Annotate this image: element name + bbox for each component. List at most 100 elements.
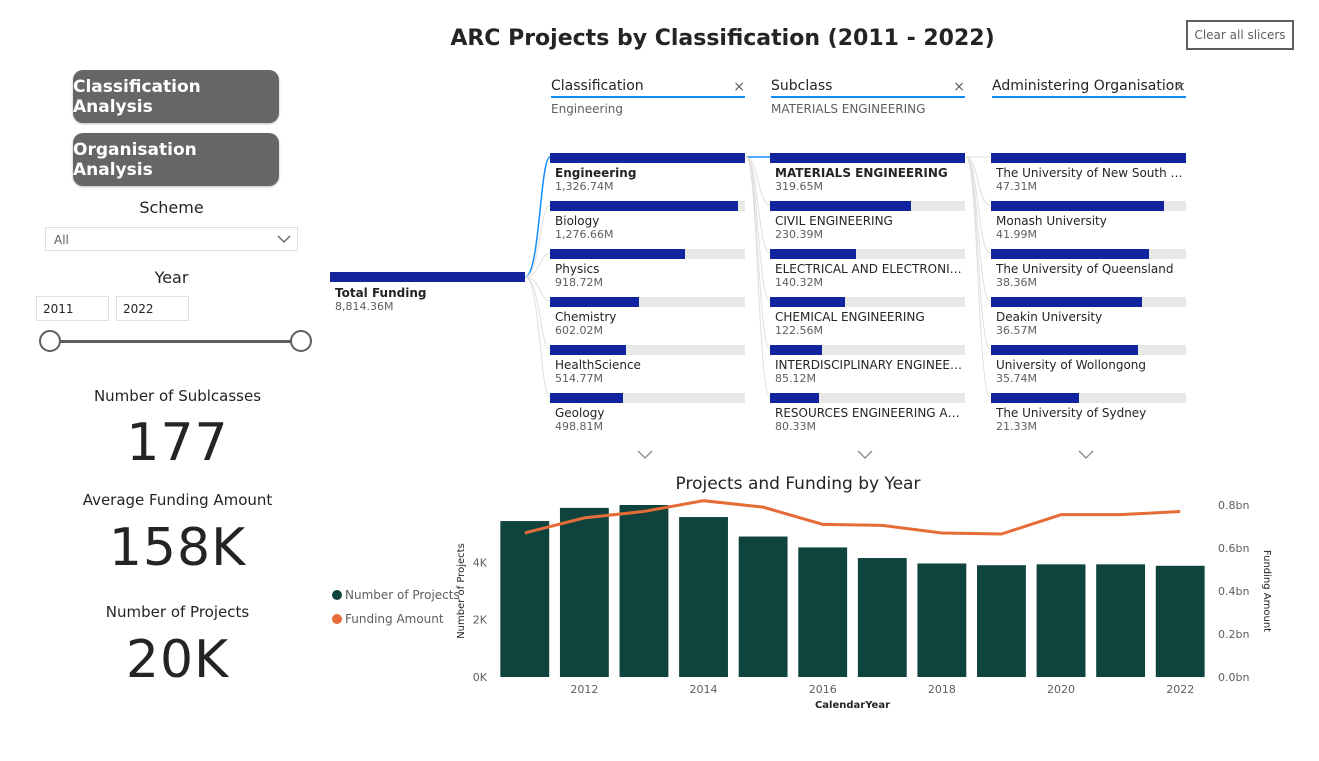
scheme-dropdown[interactable]: All bbox=[45, 227, 298, 251]
tree-node-bar bbox=[991, 297, 1142, 307]
tree-node-bar bbox=[991, 345, 1139, 355]
tree-node-value: 41.99M bbox=[996, 228, 1037, 241]
subclasses-kpi-label: Number of Sublcasses bbox=[93, 387, 262, 405]
chevron-down-icon[interactable] bbox=[637, 450, 653, 460]
tree-node-label[interactable]: Monash University bbox=[996, 214, 1107, 228]
legend-dot-icon bbox=[332, 614, 342, 624]
root-node-label: Total Funding bbox=[335, 286, 427, 300]
root-node-bar[interactable] bbox=[330, 272, 525, 282]
year-end-input[interactable]: 2022 bbox=[116, 296, 189, 321]
scheme-slicer-title: Scheme bbox=[139, 198, 204, 217]
bar-2020 bbox=[1036, 564, 1086, 677]
tree-node-bar-track[interactable] bbox=[550, 393, 745, 403]
avg-funding-kpi-label: Average Funding Amount bbox=[82, 491, 273, 509]
year-start-input[interactable]: 2011 bbox=[36, 296, 109, 321]
tree-node-label[interactable]: INTERDISCIPLINARY ENGINEERING bbox=[775, 358, 963, 372]
tree-node-value: 514.77M bbox=[555, 372, 603, 385]
projects-kpi-label: Number of Projects bbox=[105, 603, 250, 621]
tree-node-bar bbox=[550, 297, 639, 307]
year-slider-end-handle[interactable] bbox=[290, 330, 312, 352]
classification-analysis-button[interactable]: Classification Analysis bbox=[73, 70, 279, 123]
tree-node-label[interactable]: CIVIL ENGINEERING bbox=[775, 214, 893, 228]
chevron-down-icon[interactable] bbox=[1078, 450, 1094, 460]
y2-tick-label: 0.8bn bbox=[1218, 499, 1249, 512]
tree-node-bar-track[interactable] bbox=[550, 249, 745, 259]
tree-node-value: 36.57M bbox=[996, 324, 1037, 337]
tree-node-label[interactable]: The University of New South Wales bbox=[996, 166, 1184, 180]
tree-node-label[interactable]: ELECTRICAL AND ELECTRONIC EN... bbox=[775, 262, 963, 276]
y-axis-title: Number of Projects bbox=[456, 543, 467, 639]
bar-2019 bbox=[977, 565, 1026, 677]
tree-node-bar-track[interactable] bbox=[770, 249, 965, 259]
tree-node-bar-track[interactable] bbox=[770, 393, 965, 403]
tree-node-bar-track[interactable] bbox=[550, 297, 745, 307]
tree-node-bar bbox=[991, 249, 1150, 259]
funding-line bbox=[524, 499, 1181, 536]
tree-node-value: 21.33M bbox=[996, 420, 1037, 433]
x-tick-label: 2022 bbox=[1166, 683, 1194, 696]
year-slider-track[interactable] bbox=[50, 340, 302, 343]
tree-node-bar-track[interactable] bbox=[991, 201, 1186, 211]
legend-item-funding[interactable]: Funding Amount bbox=[332, 612, 444, 626]
tree-node-label[interactable]: The University of Sydney bbox=[996, 406, 1147, 420]
tree-node-value: 498.81M bbox=[555, 420, 603, 433]
tree-column-header[interactable]: Administering Organisation × bbox=[992, 78, 1186, 98]
tree-node-bar-track[interactable] bbox=[991, 297, 1186, 307]
chevron-down-icon[interactable] bbox=[857, 450, 873, 460]
x-tick-label: 2016 bbox=[809, 683, 837, 696]
tree-node-label[interactable]: The University of Queensland bbox=[996, 262, 1174, 276]
y-tick-label: 4K bbox=[473, 556, 488, 569]
tree-column-header-label: Classification bbox=[551, 78, 644, 94]
close-icon[interactable]: × bbox=[1174, 79, 1186, 95]
tree-node-bar-track[interactable] bbox=[770, 345, 965, 355]
bar-2016 bbox=[798, 547, 848, 677]
tree-node-label[interactable]: Engineering bbox=[555, 166, 637, 180]
bar-2012 bbox=[559, 507, 609, 677]
tree-node-value: 918.72M bbox=[555, 276, 603, 289]
tree-node-value: 1,276.66M bbox=[555, 228, 614, 241]
tree-node-bar-track[interactable] bbox=[770, 297, 965, 307]
close-icon[interactable]: × bbox=[733, 79, 745, 95]
tree-node-label[interactable]: HealthScience bbox=[555, 358, 641, 372]
tree-node-bar-track[interactable] bbox=[770, 153, 965, 163]
projects-funding-chart: 0K 2K 4K 0.0bn 0.2bn 0.4bn 0.6bn 0.8bn 2012 2014 2… bbox=[456, 499, 1272, 711]
bar-2014 bbox=[679, 517, 728, 677]
tree-column-header[interactable]: Classification × bbox=[551, 78, 745, 98]
tree-node-label[interactable]: Physics bbox=[555, 262, 600, 276]
tree-node-value: 85.12M bbox=[775, 372, 816, 385]
tree-node-bar-track[interactable] bbox=[550, 201, 745, 211]
tree-node-bar bbox=[770, 153, 965, 163]
x-tick-label: 2018 bbox=[928, 683, 956, 696]
tree-node-bar-track[interactable] bbox=[991, 393, 1186, 403]
tree-node-bar-track[interactable] bbox=[991, 345, 1186, 355]
subclasses-kpi-value: 177 bbox=[126, 413, 229, 473]
tree-node-value: 230.39M bbox=[775, 228, 823, 241]
tree-column-header[interactable]: Subclass × bbox=[771, 78, 965, 98]
tree-node-label[interactable]: University of Wollongong bbox=[996, 358, 1147, 372]
tree-node-bar-track[interactable] bbox=[991, 249, 1186, 259]
tree-node-label[interactable]: Geology bbox=[555, 406, 605, 420]
tree-node-bar-track[interactable] bbox=[770, 201, 965, 211]
tree-node-label[interactable]: Chemistry bbox=[555, 310, 617, 324]
legend-item-projects[interactable]: Number of Projects bbox=[332, 588, 460, 602]
tree-node-label[interactable]: Biology bbox=[555, 214, 600, 228]
avg-funding-kpi-value: 158K bbox=[108, 518, 247, 578]
organisation-analysis-button[interactable]: Organisation Analysis bbox=[73, 133, 279, 186]
tree-node-bar-track[interactable] bbox=[550, 345, 745, 355]
tree-node-bar-track[interactable] bbox=[550, 153, 745, 163]
chart-title: Projects and Funding by Year bbox=[675, 474, 921, 494]
legend-dot-icon bbox=[332, 590, 342, 600]
tree-node-label[interactable]: CHEMICAL ENGINEERING bbox=[775, 310, 925, 324]
clear-all-slicers-button[interactable]: Clear all slicers bbox=[1186, 20, 1294, 50]
y2-tick-label: 0.0bn bbox=[1218, 671, 1249, 684]
close-icon[interactable]: × bbox=[953, 79, 965, 95]
year-slider-start-handle[interactable] bbox=[39, 330, 61, 352]
y2-axis-title: Funding Amount bbox=[1261, 550, 1272, 632]
tree-node-bar bbox=[550, 153, 745, 163]
tree-node-value: 47.31M bbox=[996, 180, 1037, 193]
tree-node-bar-track[interactable] bbox=[991, 153, 1186, 163]
tree-node-label[interactable]: Deakin University bbox=[996, 310, 1103, 324]
tree-node-label[interactable]: RESOURCES ENGINEERING AND E... bbox=[775, 406, 963, 420]
tree-node-label[interactable]: MATERIALS ENGINEERING bbox=[775, 166, 948, 180]
tree-connectors bbox=[524, 156, 991, 398]
